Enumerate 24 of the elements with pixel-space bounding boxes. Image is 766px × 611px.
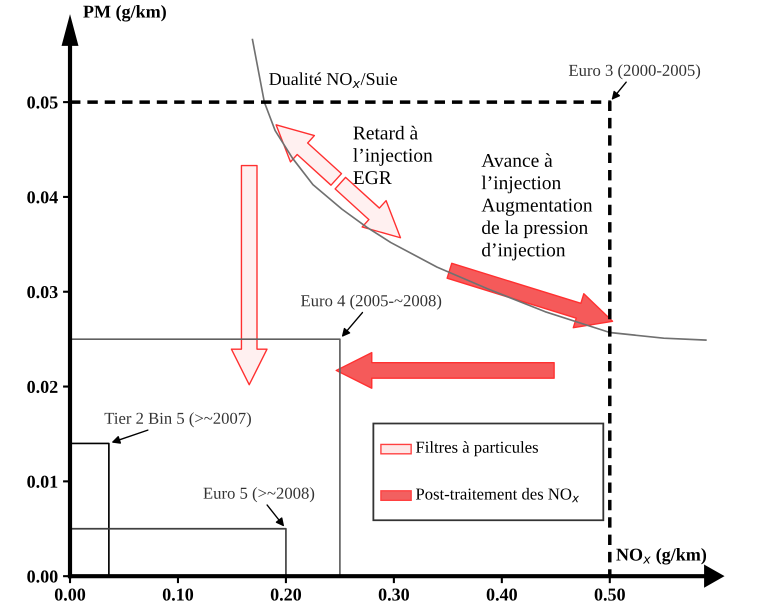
x-tick-label: 0.40 (486, 588, 517, 601)
x-tick-label: 0.50 (594, 588, 625, 601)
y-tick-label: 0.03 (27, 286, 58, 298)
annotation: Filtres à particules (416, 441, 538, 456)
y-tick-label: 0.00 (27, 570, 58, 583)
x-tick-label: 0.00 (54, 588, 86, 601)
annotation: Retard à l’injection EGR (353, 126, 432, 184)
y-tick-label: 0.02 (27, 380, 58, 394)
series-label: Tier 2 Bin 5 (>~2007) (104, 412, 251, 428)
y-axis-title: PM (g/km) (83, 5, 166, 22)
x-axis-title: NO$_{x}$ (g/km) (616, 548, 706, 565)
series-label: Euro 3 (2000-2005) (568, 64, 700, 80)
series-label: Euro 4 (2005-~2008) (300, 294, 442, 310)
y-tick-label: 0.01 (27, 476, 58, 488)
annotation: Dualité NO$_{x}$/Suie (269, 72, 398, 88)
x-tick-label: 0.30 (378, 588, 409, 601)
series-label: Euro 5 (>~2008) (203, 487, 314, 502)
line-series (252, 38, 707, 341)
annotation: Avance à l’injection Augmentation de la pression d’injection (482, 153, 592, 260)
y-tick-label: 0.05 (27, 96, 58, 109)
x-tick-label: 0.20 (270, 588, 302, 601)
annotation: Post-traitement des NO$_{x}$ (416, 488, 580, 502)
x-tick-label: 0.10 (162, 588, 194, 601)
y-tick-label: 0.04 (27, 191, 58, 204)
